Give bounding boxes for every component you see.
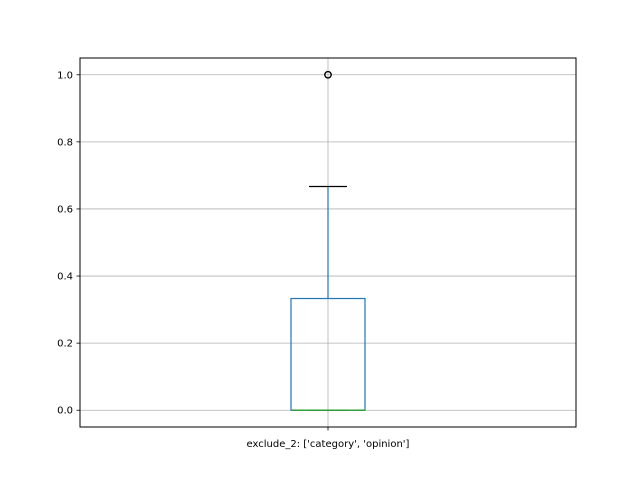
- x-tick-label: exclude_2: ['category', 'opinion']: [247, 439, 410, 450]
- y-tick-label: 0.4: [57, 272, 73, 283]
- y-tick-label: 0.0: [57, 406, 73, 417]
- outlier-point: [324, 70, 332, 79]
- y-tick-label: 0.6: [57, 204, 73, 215]
- box-elements: [290, 70, 366, 411]
- y-tick-label: 0.2: [57, 339, 73, 350]
- axis-ticks: 0.0 0.2 0.4 0.6 0.8 1.0 exclude_2: ['category'…: [57, 70, 409, 450]
- y-tick-label: 1.0: [57, 70, 73, 81]
- y-tick-label: 0.8: [57, 137, 73, 148]
